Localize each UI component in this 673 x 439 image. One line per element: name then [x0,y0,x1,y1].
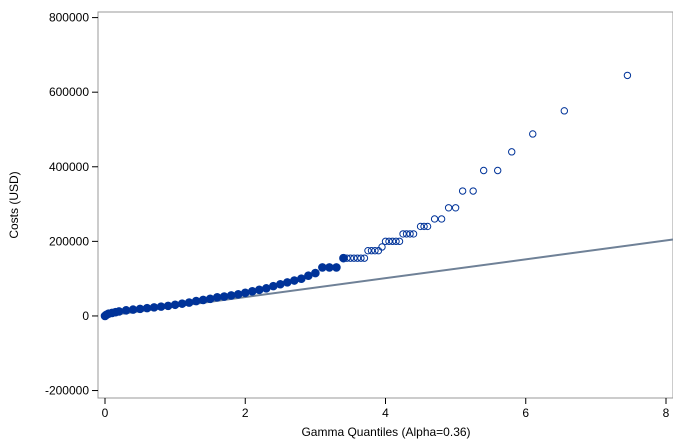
data-point [395,237,404,246]
data-point [332,263,341,272]
y-tick-label: -200000 [45,384,89,398]
data-point [311,268,320,278]
data-point [247,287,257,296]
data-point [364,246,372,255]
x-tick-label: 6 [522,406,529,420]
data-point [343,254,351,262]
x-axis-label: Gamma Quantiles (Alpha=0.36) [301,425,470,439]
data-point [297,274,306,283]
data-point [560,107,569,115]
data-point [430,215,439,223]
data-point [170,300,180,310]
data-point [406,230,414,238]
data-point [385,237,393,246]
data-point [205,294,215,304]
y-tick-label: 200000 [49,234,89,248]
data-point [149,303,159,312]
data-point [381,237,390,246]
data-point [493,166,502,175]
data-point [378,243,386,251]
data-point [388,237,397,246]
data-point [233,290,243,299]
data-point [416,222,425,231]
data-point [318,263,327,272]
data-point [290,276,299,285]
y-tick-label: 400000 [49,160,89,174]
data-point [508,148,516,156]
y-axis: -200000 0 200000 400000 600000 800000 [45,11,98,398]
data-point [350,254,358,262]
data-point [444,204,453,212]
data-point [240,288,250,298]
data-point [114,307,124,316]
data-point [283,278,292,287]
data-point [177,299,187,308]
y-tick-label: 800000 [49,11,89,25]
data-point [402,230,411,238]
data-point [142,303,152,313]
data-point [135,304,145,314]
data-point [529,130,537,138]
data-point [399,230,407,238]
data-point [128,305,138,314]
x-tick-label: 0 [102,406,109,420]
data-point [191,296,201,306]
y-axis-label: Costs (USD) [7,171,21,238]
data-point [437,215,446,223]
y-tick-label: 600000 [49,85,89,99]
x-tick-label: 4 [382,406,389,420]
data-point [198,295,208,305]
data-point [479,166,488,175]
data-point [623,71,632,80]
plot-frame [97,11,673,399]
data-point [360,254,369,262]
data-point [121,306,131,315]
data-point [156,302,166,311]
data-point [353,254,362,262]
data-point [409,230,418,238]
data-point [325,263,334,272]
data-point [423,222,432,231]
data-point [346,254,355,262]
data-point [276,279,285,289]
data-point [261,284,271,293]
data-point [357,254,365,262]
x-tick-label: 8 [663,406,670,420]
data-point [304,271,313,280]
data-point [367,246,376,255]
data-point [371,246,379,255]
data-point [226,291,236,300]
data-point [219,292,229,301]
y-tick-label: 0 [82,309,89,323]
data-point [458,187,467,195]
data-point [269,281,278,291]
data-points [100,71,632,321]
data-point [254,285,264,295]
data-point [451,204,460,212]
data-point [163,301,173,311]
x-tick-label: 2 [242,406,249,420]
data-point [212,293,222,302]
x-axis: 0 2 4 6 8 [102,398,670,420]
data-point [184,298,194,307]
data-point [469,187,477,195]
data-point [392,237,400,246]
data-point [420,222,428,231]
